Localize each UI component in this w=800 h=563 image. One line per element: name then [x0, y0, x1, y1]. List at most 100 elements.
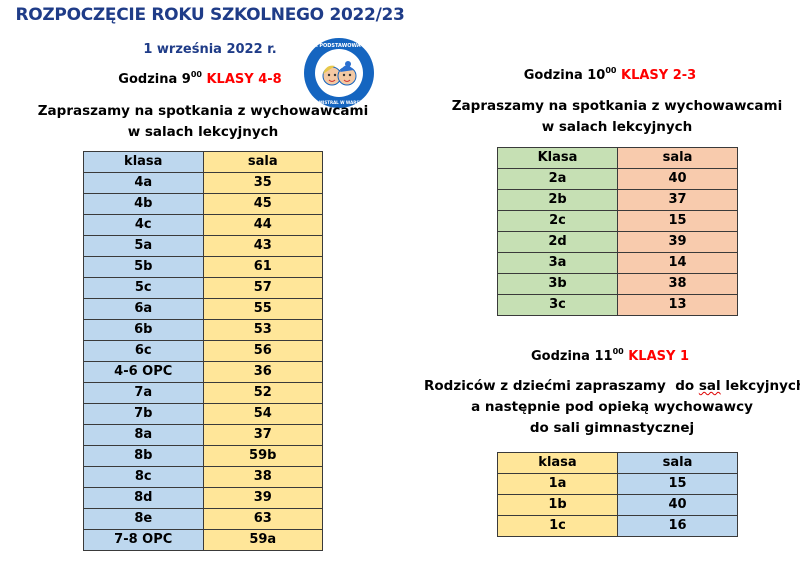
cell-klasa: 8a [83, 424, 204, 446]
invite-line: do sali gimnastycznej [529, 420, 695, 436]
page-title: ROZPOCZĘCIE ROKU SZKOLNEGO 2022/23 [15, 5, 405, 25]
cell-klasa: 5b [83, 256, 204, 278]
text-part: Rodziców z dziećmi zapraszamy do [424, 378, 699, 394]
cell-klasa: 4c [83, 214, 204, 236]
cell-sala: 59b [202, 445, 323, 467]
header-klasa: Klasa [497, 147, 618, 169]
header-sala: sala [202, 151, 323, 173]
cell-sala: 37 [617, 189, 738, 211]
cell-klasa: 2b [497, 189, 618, 211]
cell-klasa: 2c [497, 210, 618, 232]
table-header-row: Klasa sala [497, 147, 738, 169]
cell-klasa: 6b [83, 319, 204, 341]
cell-klasa: 3a [497, 252, 618, 274]
invite-line: Zapraszamy na spotkania z wychowawcami [451, 98, 783, 114]
hour-heading-1: Godzina 1100 KLASY 1 [420, 347, 800, 364]
cell-klasa: 3c [497, 294, 618, 316]
table-row: 6a 55 [83, 298, 323, 320]
cell-klasa: 7a [83, 382, 204, 404]
cell-klasa: 8c [83, 466, 204, 488]
invite-line: a następnie pod opieką wychowawcy [471, 399, 753, 415]
spellcheck-word: sal [698, 378, 721, 394]
rooms-table-2-3: Klasa sala 2a 40 2b 37 2c 15 2d 39 3a 14 3b 38 3c 13 [497, 147, 738, 316]
table-row: 8a 37 [83, 424, 323, 446]
hour-superscript: 00 [605, 66, 617, 75]
cell-sala: 56 [202, 340, 323, 362]
invite-text-4-8: Zapraszamy na spotkania z wychowawcami w… [0, 101, 406, 143]
table-row: 1c 16 [497, 515, 738, 537]
cell-sala: 37 [202, 424, 323, 446]
cell-sala: 35 [202, 172, 323, 194]
cell-klasa: 7-8 OPC [83, 529, 204, 551]
cell-klasa: 6c [83, 340, 204, 362]
classes-label: KLASY 4-8 [206, 72, 282, 87]
table-row: 2a 40 [497, 168, 738, 190]
cell-sala: 54 [202, 403, 323, 425]
table-row: 2b 37 [497, 189, 738, 211]
table-row: 7a 52 [83, 382, 323, 404]
cell-sala: 39 [202, 487, 323, 509]
cell-klasa: 4a [83, 172, 204, 194]
table-row: 8d 39 [83, 487, 323, 509]
table-row: 2c 15 [497, 210, 738, 232]
invite-text-1: Rodziców z dziećmi zapraszamy do sal lek… [424, 376, 800, 439]
cell-klasa: 7b [83, 403, 204, 425]
header-klasa: klasa [497, 452, 618, 474]
hour-heading-2-3: Godzina 1000 KLASY 2-3 [420, 66, 800, 83]
hour-label: Godzina 11 [530, 349, 613, 364]
cell-klasa: 3b [497, 273, 618, 295]
cell-sala: 36 [202, 361, 323, 383]
table-row: 5a 43 [83, 235, 323, 257]
text-part: lekcyjnych, [725, 378, 800, 394]
cell-klasa: 1a [497, 473, 618, 495]
cell-sala: 57 [202, 277, 323, 299]
table-header-row: klasa sala [497, 452, 738, 474]
cell-sala: 55 [202, 298, 323, 320]
table-row: 5c 57 [83, 277, 323, 299]
cell-sala: 53 [202, 319, 323, 341]
cell-klasa: 1c [497, 515, 618, 537]
table-row: 7b 54 [83, 403, 323, 425]
table-row: 2d 39 [497, 231, 738, 253]
school-logo-icon: SZKOŁA PODSTAWOWA NR 264 IM. G. MISTRAL … [295, 36, 383, 110]
cell-klasa: 6a [83, 298, 204, 320]
table-row: 6c 56 [83, 340, 323, 362]
table-row: 4b 45 [83, 193, 323, 215]
table-row: 6b 53 [83, 319, 323, 341]
cell-sala: 13 [617, 294, 738, 316]
cell-klasa: 2d [497, 231, 618, 253]
hour-heading-4-8: Godzina 900 KLASY 4-8 [0, 70, 400, 87]
cell-klasa: 8b [83, 445, 204, 467]
cell-sala: 61 [202, 256, 323, 278]
cell-sala: 40 [617, 494, 738, 516]
table-header-row: klasa sala [83, 151, 323, 173]
cell-klasa: 4-6 OPC [83, 361, 204, 383]
table-row: 8b 59b [83, 445, 323, 467]
cell-sala: 16 [617, 515, 738, 537]
invite-line: w salach lekcyjnych [127, 124, 279, 140]
svg-text:SZKOŁA PODSTAWOWA NR 264: SZKOŁA PODSTAWOWA NR 264 [302, 43, 376, 49]
header-sala: sala [617, 452, 738, 474]
invite-line: w salach lekcyjnych [541, 119, 693, 135]
hour-superscript: 00 [612, 347, 624, 356]
cell-sala: 59a [202, 529, 323, 551]
hour-superscript: 00 [190, 70, 202, 79]
cell-klasa: 8d [83, 487, 204, 509]
table-row: 3a 14 [497, 252, 738, 274]
table-row: 4-6 OPC 36 [83, 361, 323, 383]
cell-klasa: 4b [83, 193, 204, 215]
table-row: 4c 44 [83, 214, 323, 236]
rooms-table-4-8: klasa sala 4a 35 4b 45 4c 44 5a 43 5b 61 5c 57 6a 55 6b 5… [83, 151, 323, 551]
cell-sala: 15 [617, 473, 738, 495]
invite-text-2-3: Zapraszamy na spotkania z wychowawcami w… [434, 96, 800, 138]
cell-klasa: 5a [83, 235, 204, 257]
cell-sala: 38 [617, 273, 738, 295]
cell-klasa: 1b [497, 494, 618, 516]
svg-text:IM. G. MISTRAL W WARSZAWIE: IM. G. MISTRAL W WARSZAWIE [304, 100, 374, 105]
hour-label: Godzina 10 [523, 68, 606, 83]
table-row: 1b 40 [497, 494, 738, 516]
table-row: 1a 15 [497, 473, 738, 495]
cell-sala: 40 [617, 168, 738, 190]
table-row: 7-8 OPC 59a [83, 529, 323, 551]
invite-line: Zapraszamy na spotkania z wychowawcami [37, 103, 369, 119]
